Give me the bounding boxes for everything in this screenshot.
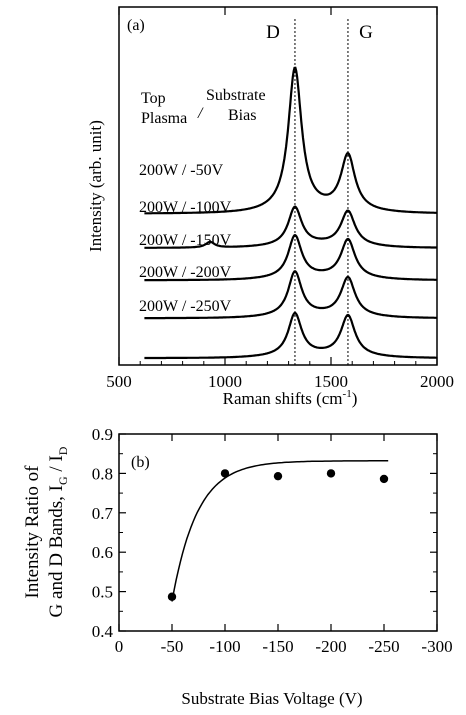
- data-points: [167, 469, 389, 601]
- x-axis-tick-labels: 0 -50 -100 -150 -200 -250 -300: [115, 637, 453, 656]
- spectrum-label: 200W / -250V: [139, 298, 232, 315]
- x-axis-tick-labels: 500 1000 1500 2000: [106, 372, 454, 391]
- legend-header-left-2: Plasma: [141, 110, 187, 127]
- legend-header-left-1: Top: [141, 90, 166, 107]
- x-tick-label: 1500: [314, 372, 348, 391]
- panel-a-y-axis-title: Intensity (arb. unit): [86, 120, 105, 252]
- x-tick-label: 0: [115, 637, 124, 656]
- y-axis-tick-labels: 0.4 0.5 0.6 0.7 0.8 0.9: [92, 425, 114, 641]
- x-tick-label: -150: [262, 637, 293, 656]
- y-tick-label: 0.7: [92, 504, 114, 523]
- x-tick-label: -50: [161, 637, 184, 656]
- spectrum-line: [144, 270, 437, 320]
- panel-b-y-axis-title-line1: Intensity Ratio of: [22, 465, 43, 599]
- y-tick-label: 0.6: [92, 543, 113, 562]
- spectrum-label: 200W / -200V: [139, 264, 232, 281]
- spectrum-label: 200W / -100V: [139, 199, 232, 216]
- spectrum-label: 200W / -150V: [139, 232, 232, 249]
- x-tick-label: 2000: [420, 372, 454, 391]
- data-point: [220, 469, 230, 478]
- y-tick-label: 0.9: [92, 425, 113, 444]
- panel-a-x-axis-title: Raman shifts (cm-1): [223, 388, 358, 408]
- spectrum-line: [144, 311, 437, 360]
- panel-a-frame: [118, 6, 438, 366]
- legend-header-right-2: Bias: [228, 107, 256, 124]
- panel-a-tag: (a): [127, 17, 145, 34]
- x-tick-label: -100: [209, 637, 240, 656]
- x-tick-label: -200: [315, 637, 346, 656]
- legend-header: Top Plasma /Substrate Bias: [141, 87, 266, 127]
- legend-header-separator: /: [197, 105, 204, 122]
- panel-b-x-axis-title: Substrate Bias Voltage (V): [181, 689, 362, 708]
- spectrum-labels: 200W / -50V 200W / -100V 200W / -150V 200W …: [139, 162, 232, 315]
- spectrum-line: [144, 66, 437, 215]
- x-tick-label: 1000: [208, 372, 242, 391]
- data-point: [379, 474, 389, 484]
- spectra: [144, 66, 437, 360]
- spectrum-label: 200W / -50V: [139, 162, 224, 179]
- fit-curve: [171, 460, 389, 602]
- x-tick-label: -250: [368, 637, 399, 656]
- panel-b-tag: (b): [131, 454, 150, 471]
- data-point: [273, 471, 283, 481]
- panel-b: (b) 0 -50 -100 -150 -200 -250 -300 0.40.50.60.…: [22, 425, 453, 708]
- y-tick-label: 0.5: [92, 583, 113, 602]
- band-label: D: [266, 22, 280, 43]
- reference-lines: [294, 19, 349, 365]
- x-tick-label: 500: [106, 372, 132, 391]
- x-axis-ticks: [118, 7, 438, 365]
- band-label: G: [359, 22, 373, 43]
- x-tick-label: -300: [421, 637, 452, 656]
- legend-header-right-1: Substrate: [206, 87, 266, 104]
- data-point: [326, 469, 336, 478]
- y-tick-label: 0.8: [92, 464, 113, 483]
- y-tick-label: 0.4: [92, 622, 114, 641]
- panel-b-y-axis-title-line2: G and D Bands, IG / ID: [46, 446, 70, 617]
- axis-ticks: [118, 433, 438, 632]
- spectrum-line: [144, 234, 437, 282]
- data-point: [167, 592, 177, 601]
- spectrum-line: [144, 205, 437, 249]
